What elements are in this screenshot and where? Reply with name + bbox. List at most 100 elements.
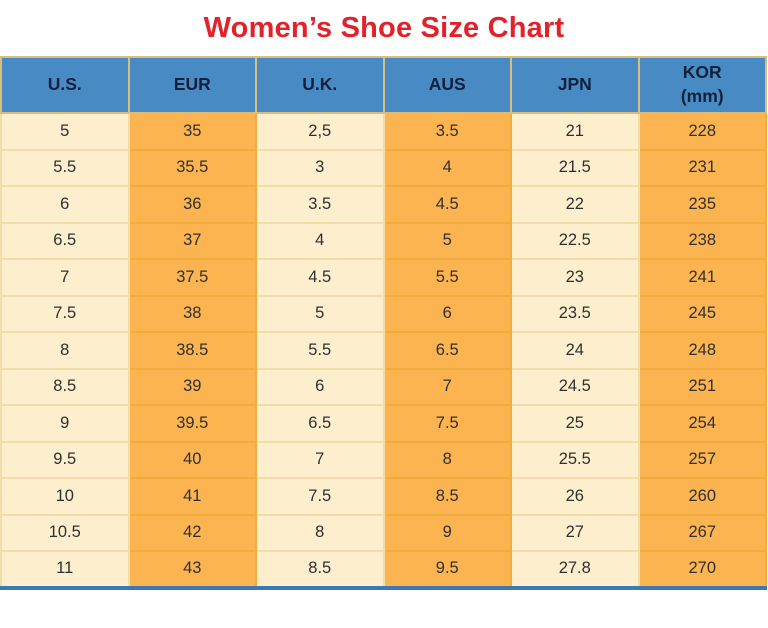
- table-cell: 8: [255, 513, 385, 552]
- table-cell: 238: [637, 221, 767, 260]
- table-cell: 6.5: [255, 404, 385, 443]
- table-row: 10 41 7.5 8.5 26 260: [0, 477, 767, 516]
- table-cell: 22.5: [510, 221, 640, 260]
- table-cell: 43: [127, 550, 257, 589]
- table-cell: 6.5: [382, 331, 512, 370]
- table-header: U.S. EUR U.K. AUS JPN KOR (mm): [0, 56, 767, 114]
- table-cell: 38.5: [127, 331, 257, 370]
- table-cell: 25.5: [510, 440, 640, 479]
- table-cell: 2,5: [255, 112, 385, 151]
- table-cell: 7.5: [382, 404, 512, 443]
- table-cell: 7.5: [0, 294, 130, 333]
- table-cell: 35.5: [127, 148, 257, 187]
- column-header-label: EUR: [173, 74, 211, 95]
- table-cell: 35: [127, 112, 257, 151]
- table-cell: 24.5: [510, 367, 640, 406]
- table-row: 7 37.5 4.5 5.5 23 241: [0, 258, 767, 297]
- column-header-label: KOR: [682, 62, 722, 83]
- table-cell: 41: [127, 477, 257, 516]
- table-cell: 8.5: [255, 550, 385, 589]
- table-cell: 36: [127, 185, 257, 224]
- table-cell: 21.5: [510, 148, 640, 187]
- table-cell: 5: [255, 294, 385, 333]
- table-cell: 257: [637, 440, 767, 479]
- table-cell: 3.5: [255, 185, 385, 224]
- table-cell: 260: [637, 477, 767, 516]
- table-cell: 267: [637, 513, 767, 552]
- table-cell: 245: [637, 294, 767, 333]
- column-header-uk: U.K.: [255, 56, 385, 114]
- table-row: 9 39.5 6.5 7.5 25 254: [0, 404, 767, 443]
- table-cell: 8: [382, 440, 512, 479]
- table-row: 8.5 39 6 7 24.5 251: [0, 367, 767, 406]
- table-cell: 23: [510, 258, 640, 297]
- table-row: 11 43 8.5 9.5 27.8 270: [0, 550, 767, 589]
- table-cell: 38: [127, 294, 257, 333]
- table-cell: 7: [0, 258, 130, 297]
- table-cell: 25: [510, 404, 640, 443]
- table-cell: 9: [382, 513, 512, 552]
- table-cell: 4.5: [382, 185, 512, 224]
- table-cell: 23.5: [510, 294, 640, 333]
- table-cell: 10.5: [0, 513, 130, 552]
- table-cell: 21: [510, 112, 640, 151]
- table-cell: 5.5: [382, 258, 512, 297]
- table-cell: 37: [127, 221, 257, 260]
- table-cell: 11: [0, 550, 130, 589]
- table-cell: 24: [510, 331, 640, 370]
- table-cell: 8.5: [0, 367, 130, 406]
- shoe-size-chart-page: Women’s Shoe Size Chart U.S. EUR U.K. AU…: [0, 12, 767, 590]
- table-cell: 4.5: [255, 258, 385, 297]
- size-chart-table: U.S. EUR U.K. AUS JPN KOR (mm): [0, 56, 767, 590]
- table-cell: 7: [255, 440, 385, 479]
- column-header-label: U.K.: [302, 74, 338, 95]
- table-row: 6 36 3.5 4.5 22 235: [0, 185, 767, 224]
- header-row: U.S. EUR U.K. AUS JPN KOR (mm): [0, 56, 767, 114]
- table-cell: 8.5: [382, 477, 512, 516]
- table-cell: 6: [255, 367, 385, 406]
- table-cell: 6: [0, 185, 130, 224]
- table-cell: 7.5: [255, 477, 385, 516]
- table-cell: 3: [255, 148, 385, 187]
- column-header-kor: KOR (mm): [637, 56, 767, 114]
- table-cell: 8: [0, 331, 130, 370]
- table-cell: 241: [637, 258, 767, 297]
- table-cell: 26: [510, 477, 640, 516]
- table-cell: 6: [382, 294, 512, 333]
- table-cell: 228: [637, 112, 767, 151]
- column-header-sublabel: (mm): [680, 86, 724, 106]
- table-cell: 42: [127, 513, 257, 552]
- table-cell: 37.5: [127, 258, 257, 297]
- table-cell: 254: [637, 404, 767, 443]
- table-cell: 248: [637, 331, 767, 370]
- table-cell: 3.5: [382, 112, 512, 151]
- table-cell: 5.5: [255, 331, 385, 370]
- table-cell: 22: [510, 185, 640, 224]
- table-cell: 6.5: [0, 221, 130, 260]
- table-cell: 5: [0, 112, 130, 151]
- table-row: 5 35 2,5 3.5 21 228: [0, 112, 767, 151]
- table-cell: 4: [382, 148, 512, 187]
- table-row: 6.5 37 4 5 22.5 238: [0, 221, 767, 260]
- table-cell: 235: [637, 185, 767, 224]
- table-cell: 5: [382, 221, 512, 260]
- column-header-aus: AUS: [382, 56, 512, 114]
- table-cell: 251: [637, 367, 767, 406]
- table-cell: 4: [255, 221, 385, 260]
- table-cell: 27: [510, 513, 640, 552]
- table-row: 10.5 42 8 9 27 267: [0, 513, 767, 552]
- column-header-label: U.S.: [47, 74, 82, 95]
- table-cell: 9: [0, 404, 130, 443]
- size-table-body: 5 35 2,5 3.5 21 228 5.5 35.5 3 4 21.5 231 6 36 3.5 4.5 2…: [0, 112, 767, 589]
- table-row: 7.5 38 5 6 23.5 245: [0, 294, 767, 333]
- table-row: 8 38.5 5.5 6.5 24 248: [0, 331, 767, 370]
- page-title: Women’s Shoe Size Chart: [203, 12, 565, 44]
- column-header-eur: EUR: [127, 56, 257, 114]
- table-row: 9.5 40 7 8 25.5 257: [0, 440, 767, 479]
- table-cell: 231: [637, 148, 767, 187]
- table-cell: 5.5: [0, 148, 130, 187]
- table-cell: 40: [127, 440, 257, 479]
- table-cell: 9.5: [382, 550, 512, 589]
- table-cell: 10: [0, 477, 130, 516]
- table-cell: 27.8: [510, 550, 640, 589]
